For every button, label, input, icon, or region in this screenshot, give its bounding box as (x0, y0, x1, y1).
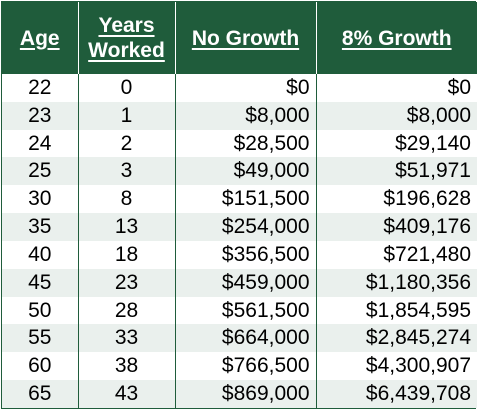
table-row: 30 8 $151,500 $196,628 (2, 185, 477, 214)
table-row: 24 2 $28,500 $29,140 (2, 129, 477, 158)
cell-years-worked: 13 (78, 213, 176, 241)
table-row: 60 38 $766,500 $4,300,907 (2, 352, 477, 381)
cell-age: 45 (2, 268, 79, 297)
cell-8pct-growth: $8,000 (316, 101, 477, 130)
cell-years-worked: 0 (78, 74, 176, 102)
cell-8pct-growth: $4,300,907 (316, 352, 477, 381)
cell-years-worked: 18 (78, 240, 176, 269)
cell-age: 30 (2, 185, 79, 214)
cell-no-growth: $561,500 (175, 296, 317, 325)
cell-8pct-growth: $6,439,708 (316, 380, 477, 408)
cell-8pct-growth: $196,628 (316, 185, 477, 214)
cell-8pct-growth: $51,971 (316, 157, 477, 186)
cell-years-worked: 28 (78, 296, 176, 325)
table-row: 25 3 $49,000 $51,971 (2, 157, 477, 186)
cell-8pct-growth: $721,480 (316, 240, 477, 269)
header-no-growth: No Growth (175, 2, 317, 74)
cell-age: 55 (2, 324, 79, 353)
cell-age: 23 (2, 101, 79, 130)
table-row: 22 0 $0 $0 (2, 74, 477, 102)
cell-8pct-growth: $1,180,356 (316, 268, 477, 297)
table-row: 50 28 $561,500 $1,854,595 (2, 296, 477, 325)
cell-no-growth: $49,000 (175, 157, 317, 186)
cell-years-worked: 1 (78, 101, 176, 130)
cell-age: 40 (2, 240, 79, 269)
cell-8pct-growth: $0 (316, 74, 477, 102)
cell-no-growth: $254,000 (175, 213, 317, 241)
cell-age: 24 (2, 129, 79, 158)
cell-no-growth: $28,500 (175, 129, 317, 158)
table-row: 35 13 $254,000 $409,176 (2, 213, 477, 241)
cell-8pct-growth: $29,140 (316, 129, 477, 158)
cell-no-growth: $869,000 (175, 380, 317, 408)
cell-years-worked: 23 (78, 268, 176, 297)
header-8pct-growth: 8% Growth (316, 2, 477, 74)
table-header: Age Years Worked No Growth 8% Growth (2, 2, 477, 74)
table-row: 45 23 $459,000 $1,180,356 (2, 268, 477, 297)
cell-no-growth: $0 (175, 74, 317, 102)
cell-years-worked: 43 (78, 380, 176, 408)
header-age: Age (2, 2, 79, 74)
cell-no-growth: $459,000 (175, 268, 317, 297)
cell-age: 25 (2, 157, 79, 186)
header-years-worked-line1: Years (98, 14, 155, 37)
cell-years-worked: 33 (78, 324, 176, 353)
cell-age: 22 (2, 74, 79, 102)
cell-age: 60 (2, 352, 79, 381)
cell-years-worked: 3 (78, 157, 176, 186)
cell-years-worked: 38 (78, 352, 176, 381)
table-row: 55 33 $664,000 $2,845,274 (2, 324, 477, 353)
table-row: 23 1 $8,000 $8,000 (2, 101, 477, 130)
cell-age: 35 (2, 213, 79, 241)
cell-years-worked: 2 (78, 129, 176, 158)
header-row: Age Years Worked No Growth 8% Growth (2, 2, 477, 74)
table-row: 65 43 $869,000 $6,439,708 (2, 380, 477, 408)
cell-age: 50 (2, 296, 79, 325)
cell-age: 65 (2, 380, 79, 408)
cell-no-growth: $8,000 (175, 101, 317, 130)
cell-8pct-growth: $2,845,274 (316, 324, 477, 353)
cell-no-growth: $356,500 (175, 240, 317, 269)
table-body: 22 0 $0 $0 23 1 $8,000 $8,000 24 2 $28,500 $29,140 2… (2, 74, 477, 408)
cell-no-growth: $766,500 (175, 352, 317, 381)
cell-years-worked: 8 (78, 185, 176, 214)
cell-no-growth: $664,000 (175, 324, 317, 353)
cell-8pct-growth: $409,176 (316, 213, 477, 241)
header-years-worked-line2: Worked (88, 39, 165, 62)
header-years-worked: Years Worked (78, 2, 176, 74)
cell-no-growth: $151,500 (175, 185, 317, 214)
table-row: 40 18 $356,500 $721,480 (2, 240, 477, 269)
cell-8pct-growth: $1,854,595 (316, 296, 477, 325)
